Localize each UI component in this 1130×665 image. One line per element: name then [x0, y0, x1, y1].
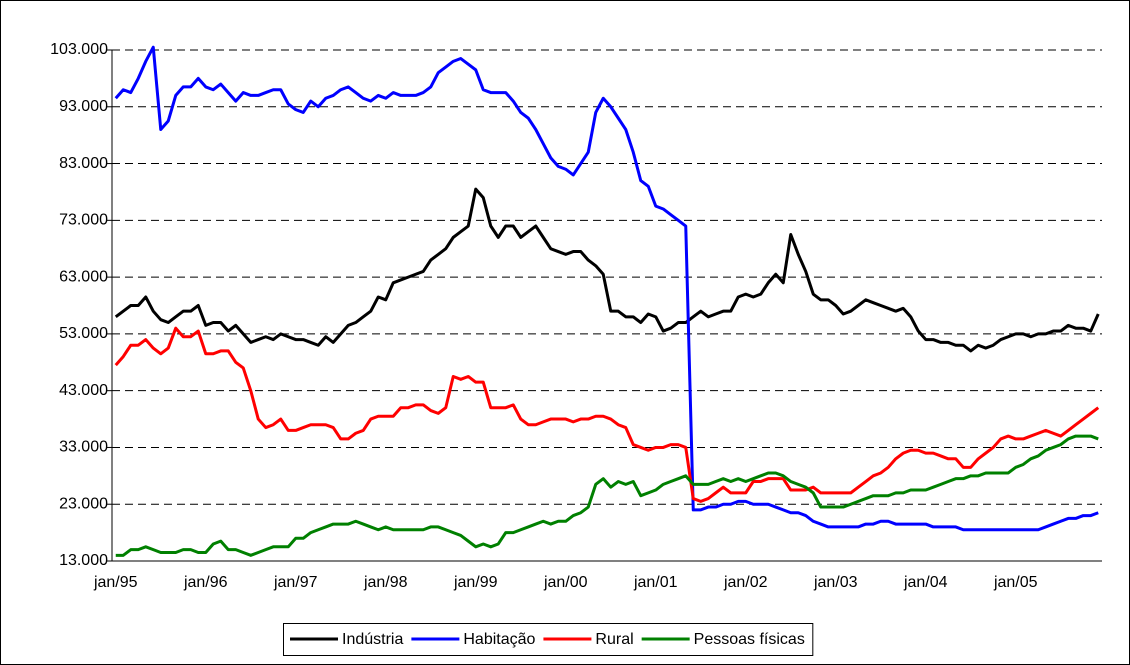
legend-label: Habitação [463, 631, 535, 648]
y-tick-label: 73.000 [59, 212, 108, 229]
x-tick-label: jan/02 [723, 574, 768, 591]
y-tick-label: 63.000 [59, 268, 108, 285]
x-tick-label: jan/98 [363, 574, 408, 591]
legend-label: Pessoas físicas [694, 631, 805, 648]
x-tick-label: jan/97 [273, 574, 318, 591]
series-line [114, 45, 1099, 532]
y-tick-label: 83.000 [59, 155, 108, 172]
x-tick-label: jan/01 [633, 574, 678, 591]
y-tick-label: 33.000 [59, 439, 108, 456]
y-tick-label: 93.000 [59, 98, 108, 115]
legend-label: Rural [595, 631, 633, 648]
y-tick-label: 103.000 [50, 41, 108, 58]
y-tick-label: 23.000 [59, 495, 108, 512]
x-tick-label: jan/96 [183, 574, 228, 591]
x-tick-label: jan/05 [993, 574, 1038, 591]
y-tick-label: 53.000 [59, 325, 108, 342]
series-line [114, 326, 1100, 503]
series-line [114, 187, 1100, 353]
x-tick-label: jan/04 [903, 574, 948, 591]
x-tick-label: jan/99 [453, 574, 498, 591]
legend: Indústria Habitação Rural Pessoas físicas [283, 623, 814, 656]
legend-label: Indústria [342, 631, 403, 648]
x-tick-label: jan/03 [813, 574, 858, 591]
y-tick-label: 13.000 [59, 552, 108, 569]
y-tick-label: 43.000 [59, 382, 108, 399]
x-tick-label: jan/00 [543, 574, 588, 591]
series-line [115, 434, 1099, 557]
x-tick-label: jan/95 [93, 574, 138, 591]
